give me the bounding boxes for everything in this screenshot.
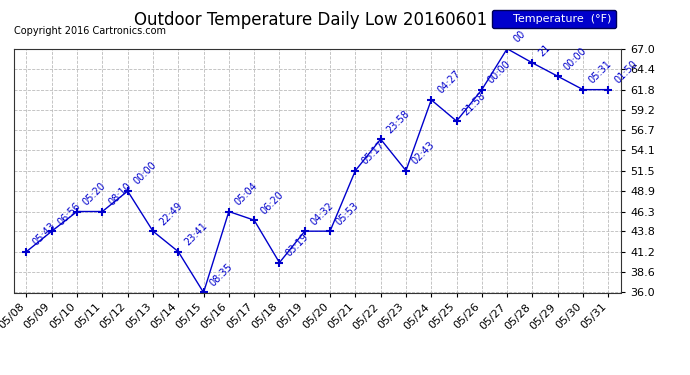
Text: 08:35: 08:35 bbox=[208, 261, 235, 288]
Text: 00:00: 00:00 bbox=[562, 45, 589, 72]
Text: 05:53: 05:53 bbox=[334, 200, 361, 227]
Text: 22:49: 22:49 bbox=[157, 200, 184, 227]
Text: 06:20: 06:20 bbox=[258, 189, 285, 216]
Text: 04:32: 04:32 bbox=[309, 200, 336, 227]
Text: 21:58: 21:58 bbox=[461, 90, 488, 117]
Text: 01:50: 01:50 bbox=[613, 59, 640, 86]
Text: 02:43: 02:43 bbox=[410, 140, 437, 166]
Text: 08:10: 08:10 bbox=[106, 181, 133, 207]
Text: 05:31: 05:31 bbox=[587, 59, 614, 86]
Text: 23:58: 23:58 bbox=[385, 108, 412, 135]
Text: 00: 00 bbox=[511, 29, 527, 45]
Text: 23:41: 23:41 bbox=[182, 220, 209, 248]
Text: 05:17: 05:17 bbox=[359, 140, 386, 166]
Text: 03:19: 03:19 bbox=[284, 232, 310, 258]
Text: 05:43: 05:43 bbox=[30, 220, 57, 248]
Legend: Temperature  (°F): Temperature (°F) bbox=[493, 10, 615, 28]
Text: 05:04: 05:04 bbox=[233, 181, 260, 207]
Text: 00:00: 00:00 bbox=[132, 160, 159, 187]
Text: Copyright 2016 Cartronics.com: Copyright 2016 Cartronics.com bbox=[14, 26, 166, 36]
Text: 00:00: 00:00 bbox=[486, 59, 513, 86]
Text: 05:20: 05:20 bbox=[81, 180, 108, 207]
Text: 21: 21 bbox=[537, 43, 553, 59]
Text: Outdoor Temperature Daily Low 20160601: Outdoor Temperature Daily Low 20160601 bbox=[134, 11, 487, 29]
Text: 04:27: 04:27 bbox=[435, 69, 462, 96]
Text: 06:56: 06:56 bbox=[56, 200, 83, 227]
